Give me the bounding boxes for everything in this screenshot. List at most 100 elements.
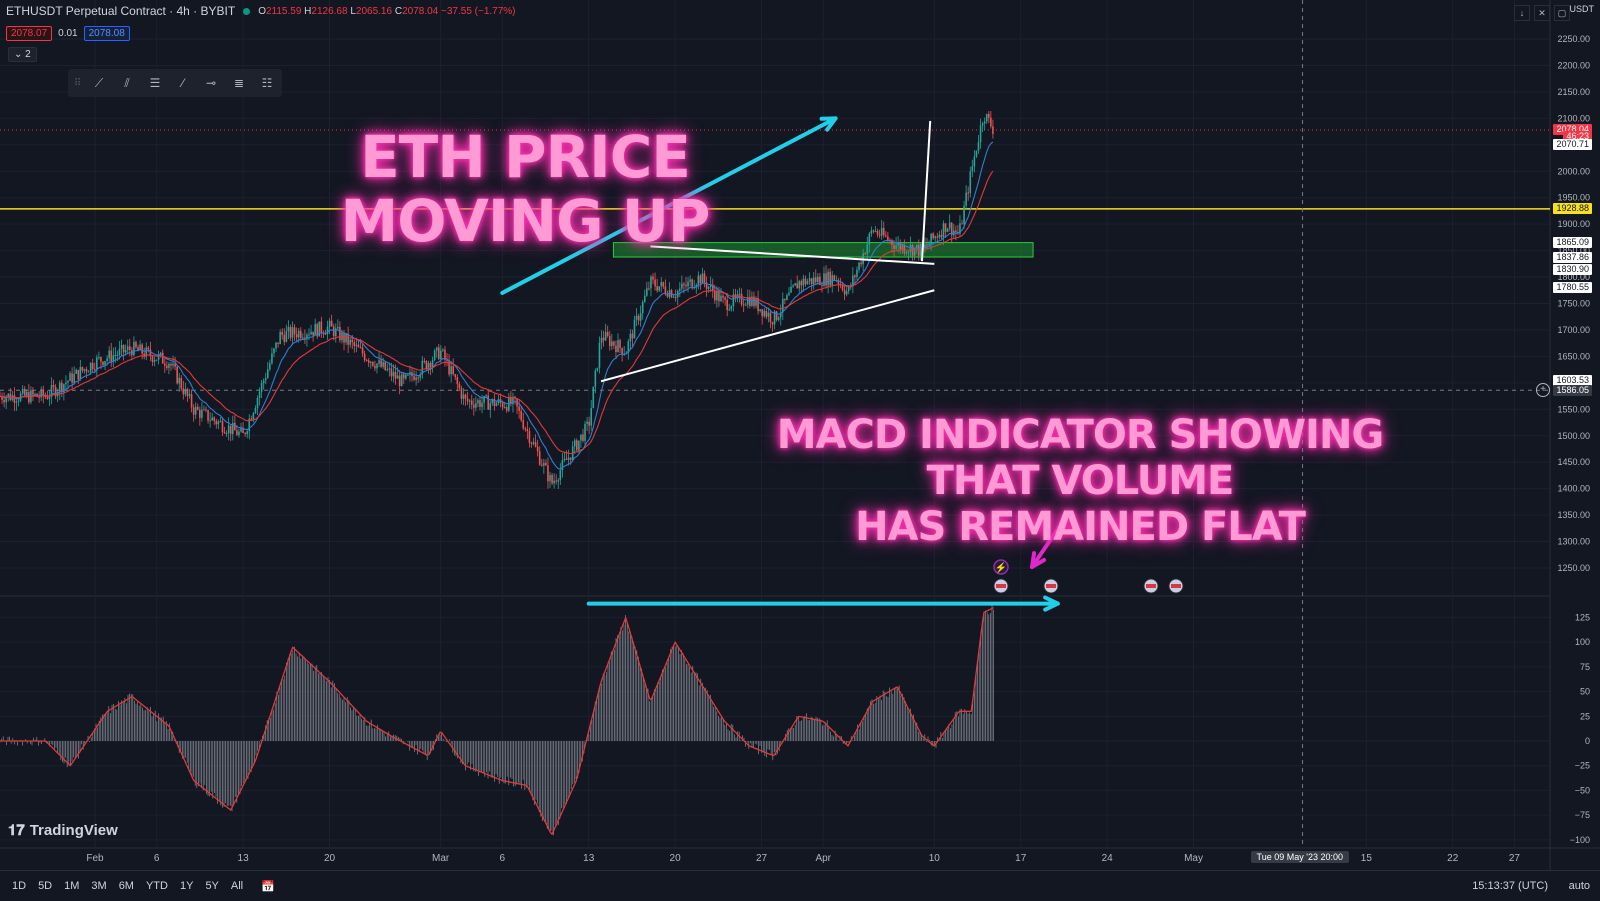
y-tick-label: 50 — [1580, 687, 1590, 697]
candle-down — [460, 388, 463, 399]
candle-down — [784, 298, 786, 300]
timeframe-1y[interactable]: 1Y — [179, 880, 194, 892]
candle-down — [648, 288, 650, 290]
us-flag-event-icon[interactable] — [1168, 578, 1184, 594]
timeframe-all[interactable]: All — [230, 880, 244, 892]
candle-up — [689, 279, 691, 282]
candle-down — [576, 440, 578, 451]
ema-lines — [0, 141, 994, 470]
timeframe-1d[interactable]: 1D — [12, 880, 27, 892]
candle-down — [841, 284, 844, 291]
candle-up — [217, 421, 220, 425]
candle-up — [184, 388, 187, 395]
candle-down — [487, 395, 490, 410]
candle-up — [21, 388, 24, 394]
candle-down — [540, 464, 543, 466]
candle-up — [89, 362, 92, 372]
parallel-lines-icon[interactable]: ☰ — [149, 76, 161, 90]
currency-selector[interactable]: USDT — [1569, 4, 1595, 14]
x-tick-label: 20 — [670, 853, 682, 864]
candle-up — [930, 233, 932, 244]
timeframe-3m[interactable]: 3M — [91, 880, 107, 892]
add-alert-icon[interactable]: + — [1536, 383, 1550, 398]
candle-up — [378, 360, 380, 364]
candle-up — [440, 350, 442, 360]
x-tick-label: 22 — [1447, 853, 1459, 864]
timeframe-6m[interactable]: 6M — [118, 880, 134, 892]
candle-up — [730, 306, 733, 310]
fib-retracement-icon[interactable]: ≣ — [233, 76, 245, 90]
candle-down — [703, 273, 706, 283]
timeframe-5d[interactable]: 5D — [38, 880, 53, 892]
candle-up — [433, 350, 436, 361]
candle-down — [93, 369, 96, 371]
pitchfork-icon[interactable]: ⟋ — [94, 75, 104, 90]
candle-up — [924, 244, 926, 248]
symbol-title[interactable]: ETHUSDT Perpetual Contract · 4h · BYBIT — [6, 4, 236, 18]
candle-down — [102, 361, 104, 366]
candle-down — [417, 377, 419, 379]
candle-down — [324, 333, 327, 335]
x-tick-label: 6 — [154, 853, 160, 864]
drag-handle-icon[interactable]: ⠿ — [74, 77, 82, 89]
candle-up — [590, 408, 593, 426]
x-tick-label: 15 — [1361, 853, 1373, 864]
maximize-icon[interactable]: ▢ — [1554, 5, 1570, 21]
candle-up — [629, 333, 632, 342]
horizontal-ray-icon[interactable]: ⊸ — [205, 76, 217, 90]
candle-up — [938, 234, 941, 238]
candle-down — [339, 326, 341, 341]
event-circle — [993, 559, 1009, 575]
candle-up — [168, 363, 170, 368]
candle-down — [613, 341, 615, 346]
candle-up — [549, 474, 551, 482]
indicators-toggle[interactable]: ⌄ 2 — [8, 47, 37, 62]
us-flag-event-icon[interactable] — [1043, 578, 1059, 594]
candle-down — [85, 369, 88, 372]
candle-up — [744, 304, 747, 306]
price-label-l1603: 1603.53 — [1553, 375, 1592, 387]
candle-down — [351, 339, 354, 343]
fib-channel-icon[interactable]: ⫽ — [124, 75, 130, 90]
candle-up — [707, 286, 710, 289]
us-flag-event-icon[interactable] — [1143, 578, 1159, 594]
timeframe-5y[interactable]: 5Y — [205, 880, 219, 892]
buy-button[interactable]: 2078.08 — [83, 26, 130, 41]
candle-down — [479, 400, 481, 408]
candle-up — [852, 275, 854, 287]
auto-scale-toggle[interactable]: auto — [1568, 880, 1590, 892]
candle-up — [308, 334, 310, 336]
eth-price-up-arrow — [500, 116, 838, 295]
price-label-countdown: 46:23 — [1563, 130, 1592, 142]
sell-button[interactable]: 2078.07 — [6, 26, 53, 41]
candle-down — [190, 394, 193, 408]
timeframe-1m[interactable]: 1M — [64, 880, 80, 892]
tradingview-logo[interactable]: 𝟏𝟕 TradingView — [8, 822, 118, 839]
candle-down — [652, 276, 654, 280]
candle-up — [681, 283, 683, 289]
clock[interactable]: 15:13:37 (UTC) — [1472, 880, 1548, 892]
candle-up — [310, 331, 312, 335]
candle-down — [81, 367, 84, 371]
candle-up — [959, 223, 961, 234]
calendar-icon[interactable]: 📅 — [261, 880, 275, 893]
collapse-icon[interactable]: ✕ — [1534, 5, 1550, 21]
arrow-down-icon[interactable]: ↓ — [1514, 5, 1530, 21]
candle-down — [244, 433, 246, 435]
candle-down — [664, 286, 667, 294]
candle-down — [141, 344, 143, 354]
bolt-glyph: ⚡ — [995, 561, 1007, 574]
candle-up — [392, 371, 395, 377]
y-tick-label: 1800.00 — [1557, 272, 1590, 282]
us-flag-event-icon[interactable] — [993, 578, 1009, 594]
candle-down — [654, 279, 656, 287]
candle-up — [880, 227, 883, 236]
price-label-l1830: 1830.90 — [1553, 263, 1592, 275]
trend-line-icon[interactable]: ⁄ — [181, 76, 184, 90]
candle-down — [761, 309, 763, 317]
bottom-toolbar: 1D 5D 1M 3M 6M YTD 1Y 5Y All 📅 15:13:37 (UTC) au… — [0, 870, 1600, 901]
timeframe-ytd[interactable]: YTD — [145, 880, 168, 892]
candle-up — [687, 281, 689, 287]
more-tools-icon[interactable]: ☷ — [261, 76, 273, 90]
